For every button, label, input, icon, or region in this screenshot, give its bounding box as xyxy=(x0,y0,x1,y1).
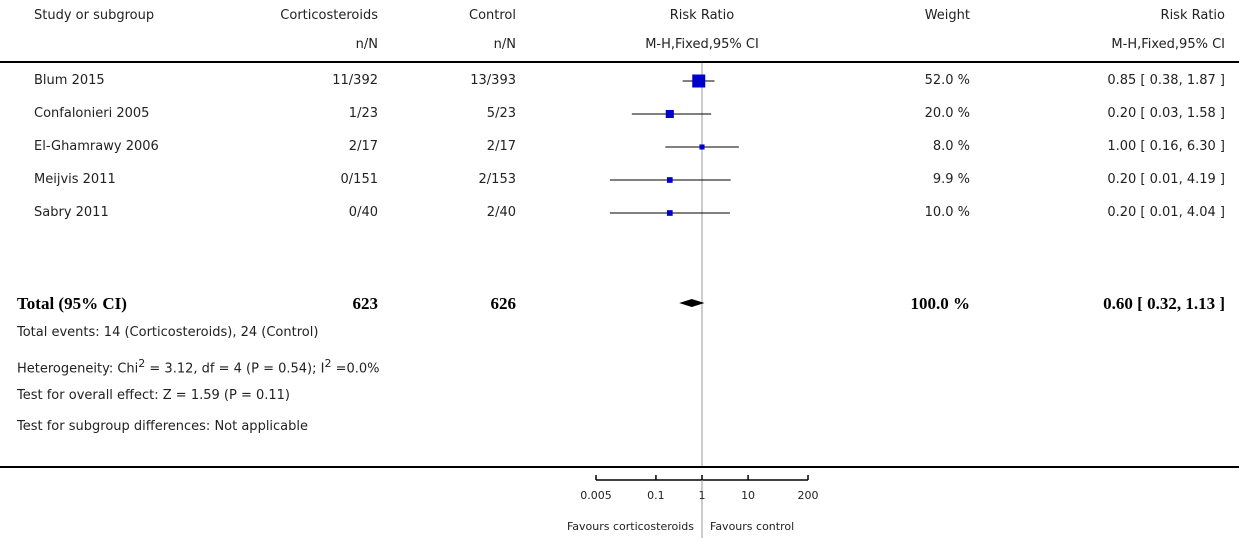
study-treatment: 0/40 xyxy=(348,205,378,220)
footnote-heterogeneity: Heterogeneity: Chi2 = 3.12, df = 4 (P = … xyxy=(17,357,380,377)
study-control: 5/23 xyxy=(486,106,516,121)
study-ci: 0.20 [ 0.01, 4.19 ] xyxy=(1107,172,1225,187)
study-weight: 8.0 % xyxy=(932,139,970,154)
effect-marker xyxy=(699,144,705,150)
footnote-overall-effect: Test for overall effect: Z = 1.59 (P = 0… xyxy=(17,388,290,403)
study-treatment: 2/17 xyxy=(348,139,378,154)
study-name: Sabry 2011 xyxy=(34,205,109,220)
tick-label: 0.005 xyxy=(580,489,612,502)
header-study: Study or subgroup xyxy=(34,8,155,23)
study-name: Confalonieri 2005 xyxy=(34,106,150,121)
tick-label: 10 xyxy=(741,489,756,502)
study-name: Meijvis 2011 xyxy=(34,172,116,187)
study-control: 2/40 xyxy=(486,205,516,220)
total-weight: 100.0 % xyxy=(910,294,971,313)
header-ratio-sub: M-H,Fixed,95% CI xyxy=(1111,37,1225,52)
pooled-diamond xyxy=(679,299,705,307)
study-ci: 0.20 [ 0.01, 4.04 ] xyxy=(1107,205,1225,220)
study-treatment: 0/151 xyxy=(340,172,378,187)
study-weight: 52.0 % xyxy=(924,73,970,88)
total-ci: 0.60 [ 0.32, 1.13 ] xyxy=(1103,294,1225,313)
header-ratio: Risk Ratio xyxy=(1160,8,1225,23)
study-name: Blum 2015 xyxy=(34,73,105,88)
study-control: 2/17 xyxy=(486,139,516,154)
header-treatment: Corticosteroids xyxy=(280,8,378,23)
study-control: 2/153 xyxy=(478,172,516,187)
study-ci: 0.85 [ 0.38, 1.87 ] xyxy=(1107,73,1225,88)
tick-label: 1 xyxy=(698,489,706,502)
header-weight: Weight xyxy=(924,8,970,23)
header-effect-sub: M-H,Fixed,95% CI xyxy=(645,37,759,52)
study-weight: 20.0 % xyxy=(924,106,970,121)
study-control: 13/393 xyxy=(470,73,516,88)
study-weight: 10.0 % xyxy=(924,205,970,220)
header-rule xyxy=(0,61,1239,63)
header-control: Control xyxy=(469,8,516,23)
study-ci: 1.00 [ 0.16, 6.30 ] xyxy=(1107,139,1225,154)
total-control-n: 626 xyxy=(490,294,517,313)
tick-label: 200 xyxy=(797,489,819,502)
study-treatment: 1/23 xyxy=(348,106,378,121)
header-control-sub: n/N xyxy=(493,37,516,52)
study-name: El-Ghamrawy 2006 xyxy=(34,139,159,154)
footer-rule xyxy=(0,466,1239,468)
total-label: Total (95% CI) xyxy=(17,294,127,313)
header-effect: Risk Ratio xyxy=(669,8,735,23)
tick-label: 0.1 xyxy=(647,489,665,502)
study-treatment: 11/392 xyxy=(332,73,378,88)
header-treatment-sub: n/N xyxy=(355,37,378,52)
footnote-subgroup: Test for subgroup differences: Not appli… xyxy=(17,419,309,434)
effect-marker xyxy=(665,109,674,119)
effect-marker xyxy=(692,74,706,88)
effect-marker xyxy=(666,210,673,216)
favours-left: Favours corticosteroids xyxy=(566,520,694,533)
study-ci: 0.20 [ 0.03, 1.58 ] xyxy=(1107,106,1225,121)
favours-right: Favours control xyxy=(710,520,795,533)
footnote-events: Total events: 14 (Corticosteroids), 24 (… xyxy=(17,325,319,340)
effect-marker xyxy=(666,177,673,183)
study-weight: 9.9 % xyxy=(932,172,970,187)
total-treatment-n: 623 xyxy=(352,294,379,313)
